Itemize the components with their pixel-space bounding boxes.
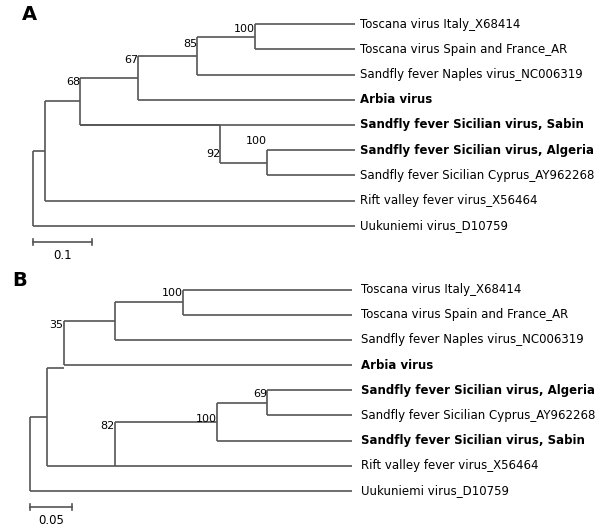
Text: 100: 100 [234,24,255,35]
Text: 100: 100 [196,414,217,425]
Text: Sandfly fever Sicilian virus, Sabin: Sandfly fever Sicilian virus, Sabin [361,434,585,447]
Text: Sandfly fever Sicilian virus, Sabin: Sandfly fever Sicilian virus, Sabin [361,119,584,131]
Text: 92: 92 [206,149,220,159]
Text: 100: 100 [161,288,182,298]
Text: Toscana virus Spain and France_AR: Toscana virus Spain and France_AR [361,43,568,56]
Text: 0.1: 0.1 [53,249,72,262]
Text: 82: 82 [100,421,115,430]
Text: Toscana virus Spain and France_AR: Toscana virus Spain and France_AR [361,308,568,321]
Text: 0.05: 0.05 [38,514,64,527]
Text: Toscana virus Italy_X68414: Toscana virus Italy_X68414 [361,18,521,31]
Text: Sandfly fever Sicilian virus, Algeria: Sandfly fever Sicilian virus, Algeria [361,144,595,156]
Text: Sandfly fever Sicilian Cyprus_AY962268: Sandfly fever Sicilian Cyprus_AY962268 [361,409,595,422]
Text: Rift valley fever virus_X56464: Rift valley fever virus_X56464 [361,459,538,472]
Text: B: B [13,271,28,290]
Text: Arbia virus: Arbia virus [361,93,433,106]
Text: 67: 67 [124,55,139,64]
Text: 85: 85 [183,39,197,49]
Text: Sandfly fever Sicilian Cyprus_AY962268: Sandfly fever Sicilian Cyprus_AY962268 [361,169,595,182]
Text: Uukuniemi virus_D10759: Uukuniemi virus_D10759 [361,485,509,497]
Text: 100: 100 [246,136,267,146]
Text: Arbia virus: Arbia virus [361,359,433,372]
Text: Sandfly fever Naples virus_NC006319: Sandfly fever Naples virus_NC006319 [361,334,584,346]
Text: Toscana virus Italy_X68414: Toscana virus Italy_X68414 [361,283,521,296]
Text: Sandfly fever Sicilian virus, Algeria: Sandfly fever Sicilian virus, Algeria [361,384,595,397]
Text: Rift valley fever virus_X56464: Rift valley fever virus_X56464 [361,194,538,207]
Text: 68: 68 [66,77,80,87]
Text: A: A [22,5,37,24]
Text: Uukuniemi virus_D10759: Uukuniemi virus_D10759 [361,219,508,232]
Text: Sandfly fever Naples virus_NC006319: Sandfly fever Naples virus_NC006319 [361,68,583,81]
Text: 35: 35 [50,320,64,330]
Text: 69: 69 [253,389,268,399]
